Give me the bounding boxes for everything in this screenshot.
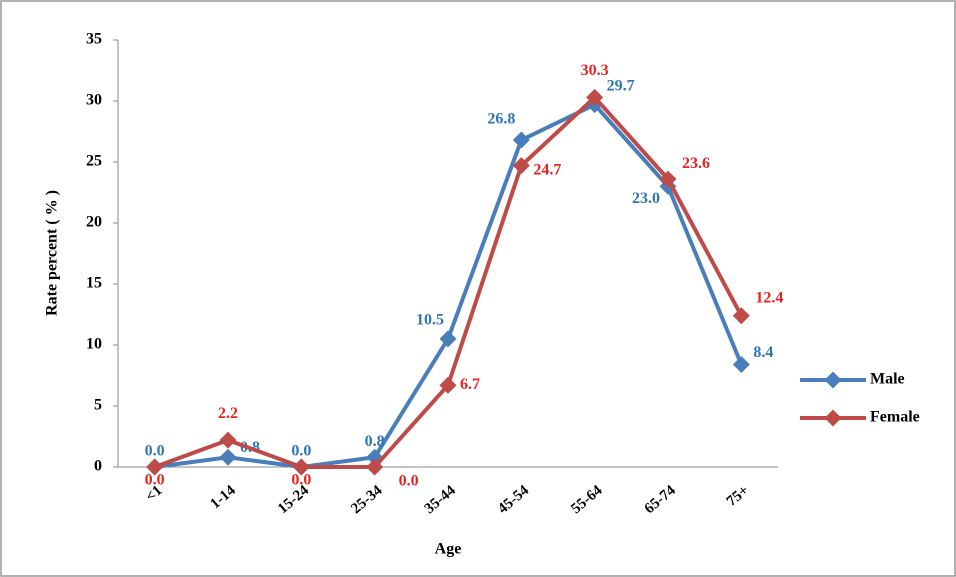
point-marker <box>512 131 530 149</box>
point-marker <box>219 448 237 466</box>
y-tick-label: 15 <box>86 275 102 292</box>
point-marker <box>439 330 457 348</box>
y-tick-label: 35 <box>86 31 102 48</box>
data-label: 30.3 <box>581 62 609 79</box>
y-tick-label: 5 <box>94 397 102 414</box>
point-marker <box>732 307 750 325</box>
data-label: 24.7 <box>533 161 561 178</box>
legend-label: Male <box>870 371 905 388</box>
data-label: 26.8 <box>487 111 515 128</box>
y-axis-label: Rate percent ( % ) <box>44 190 61 316</box>
data-label: 0.0 <box>145 472 165 489</box>
data-label: 6.7 <box>460 376 480 393</box>
y-tick-label: 20 <box>86 214 102 231</box>
point-marker <box>292 458 310 476</box>
y-tick-label: 10 <box>86 336 102 353</box>
y-tick-label: 0 <box>94 458 102 475</box>
y-tick-label: 25 <box>86 153 102 170</box>
point-marker <box>219 431 237 449</box>
data-label: 29.7 <box>607 77 635 94</box>
legend-label: Female <box>870 409 920 426</box>
data-label: 10.5 <box>416 312 444 329</box>
data-label: 0.8 <box>365 433 385 450</box>
y-tick-label: 30 <box>86 92 102 109</box>
point-marker <box>512 157 530 175</box>
data-label: 0.0 <box>399 473 419 490</box>
point-marker <box>366 458 384 476</box>
legend-marker <box>824 409 842 427</box>
data-label: 0.0 <box>145 443 165 460</box>
x-axis-label: Age <box>435 541 462 558</box>
legend-marker <box>824 371 842 389</box>
data-label: 2.2 <box>218 405 238 422</box>
point-marker <box>659 170 677 188</box>
point-marker <box>439 376 457 394</box>
data-label: 0.0 <box>291 443 311 460</box>
data-label: 23.0 <box>632 190 660 207</box>
data-label: 0.0 <box>291 472 311 489</box>
data-label: 23.6 <box>682 155 710 172</box>
point-marker <box>586 88 604 106</box>
point-marker <box>732 356 750 374</box>
point-marker <box>146 458 164 476</box>
data-label: 12.4 <box>755 289 783 306</box>
data-label: 8.4 <box>753 344 773 361</box>
x-tick-label: <1 <box>143 482 166 505</box>
